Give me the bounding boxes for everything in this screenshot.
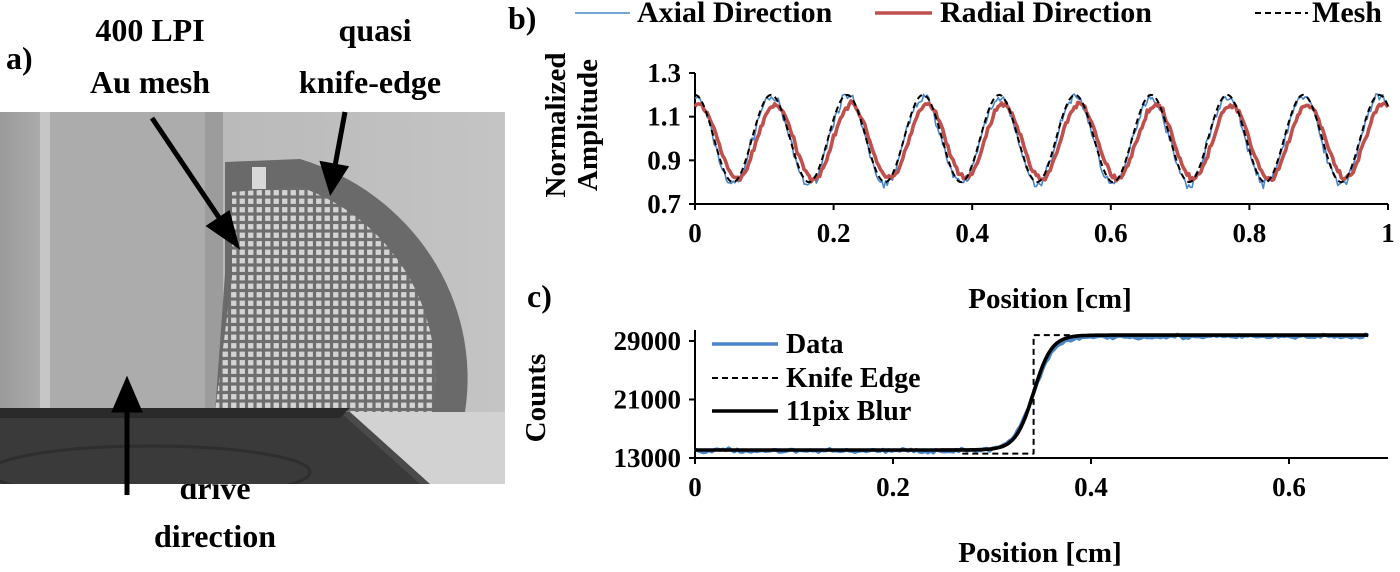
x-tick-label: 0.6 bbox=[1094, 218, 1128, 248]
x-tick-label: 0 bbox=[688, 218, 702, 248]
y-tick-label: 13000 bbox=[614, 443, 682, 473]
series-line-3 bbox=[694, 93, 1389, 184]
edge-annotation-line2: knife-edge bbox=[298, 64, 442, 100]
au-mesh bbox=[215, 187, 436, 412]
y-axis-label: Counts bbox=[520, 354, 552, 443]
panel-c-label: c) bbox=[527, 278, 552, 314]
x-tick-label: 1 bbox=[1381, 218, 1395, 248]
x-tick-label: 0.6 bbox=[1272, 472, 1306, 502]
edge-annotation-line1: quasi bbox=[338, 12, 412, 48]
photo-arrows bbox=[111, 111, 350, 495]
mesh-annotation-line2: Au mesh bbox=[89, 64, 210, 100]
legend-label-1: Axial Direction bbox=[637, 0, 833, 29]
x-axis-label: Position [cm] bbox=[968, 283, 1132, 315]
xray-photo-svg bbox=[0, 112, 505, 484]
legend-label-2: Knife Edge bbox=[786, 363, 921, 394]
mesh-arrow-head bbox=[205, 209, 241, 250]
y-tick-label: 0.9 bbox=[647, 145, 681, 175]
legend-label-2: Radial Direction bbox=[940, 0, 1152, 29]
vertical-post bbox=[40, 112, 220, 412]
x-axis-label: Position [cm] bbox=[958, 537, 1122, 569]
x-tick-label: 0.4 bbox=[955, 218, 989, 248]
series-line-3 bbox=[695, 333, 1369, 452]
xray-photo bbox=[0, 112, 505, 484]
drive-arrow-head bbox=[111, 375, 143, 413]
legend-label-3: 11pix Blur bbox=[786, 396, 911, 427]
series-line-2 bbox=[693, 99, 1390, 184]
chart-b: 0 0.2 0.4 0.6 0.8 1 0.7 0.9 1.1 1.3 Axial Directio… bbox=[540, 0, 1395, 315]
y-tick-label: 29000 bbox=[614, 326, 682, 356]
panel-a-label: a) bbox=[6, 40, 33, 76]
y-axis-label-line2: Amplitude bbox=[572, 59, 604, 191]
y-tick-label: 1.3 bbox=[647, 58, 681, 88]
y-tick-label: 0.7 bbox=[647, 189, 681, 219]
y-axis-label-line1: Normalized bbox=[540, 53, 572, 198]
y-tick-label: 21000 bbox=[614, 384, 682, 414]
mesh-annotation-line1: 400 LPI bbox=[95, 12, 205, 48]
x-tick-label: 0.8 bbox=[1233, 218, 1267, 248]
panel-b-label: b) bbox=[508, 0, 537, 36]
drive-annotation-line2: direction bbox=[153, 518, 277, 554]
edge-arrow-head bbox=[319, 160, 350, 196]
legend-label-1: Data bbox=[786, 329, 844, 360]
x-tick-label: 0.4 bbox=[1074, 472, 1108, 502]
y-tick-label: 1.1 bbox=[647, 102, 681, 132]
legend-label-3: Mesh bbox=[1312, 0, 1382, 29]
x-tick-label: 0.2 bbox=[817, 218, 851, 248]
x-tick-label: 0 bbox=[688, 472, 702, 502]
x-tick-label: 0.2 bbox=[876, 472, 910, 502]
